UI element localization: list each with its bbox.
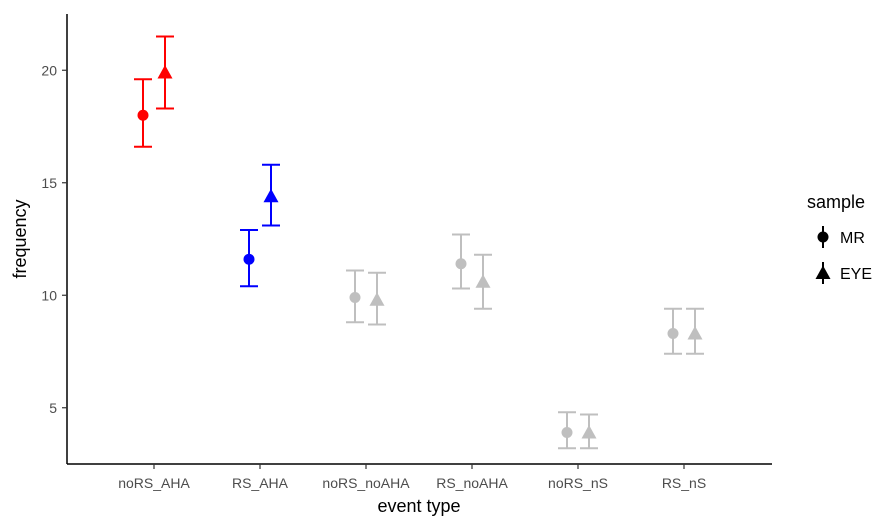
legend-title: sample xyxy=(807,192,865,212)
y-axis-label: frequency xyxy=(10,199,30,278)
mr-point xyxy=(455,258,467,270)
legend-item: EYE xyxy=(815,262,872,284)
x-tick-label: RS_AHA xyxy=(232,475,289,491)
eye-point xyxy=(475,274,491,288)
y-tick-label: 15 xyxy=(41,175,57,191)
mr-point xyxy=(137,109,149,121)
y-tick-label: 10 xyxy=(41,287,57,303)
eye-point xyxy=(581,425,597,439)
mr-point xyxy=(349,292,361,303)
legend-item: MR xyxy=(817,226,865,248)
eye-point xyxy=(369,292,385,306)
legend: sample MR EYE xyxy=(807,192,872,284)
y-ticks: 5 10 15 20 xyxy=(41,62,67,416)
x-ticks: noRS_AHA RS_AHA noRS_noAHA RS_noAHA noRS_nS R… xyxy=(118,464,706,491)
y-tick-label: 20 xyxy=(41,62,57,78)
legend-label: MR xyxy=(840,230,865,247)
x-tick-label: RS_nS xyxy=(662,475,706,491)
eye-point xyxy=(157,65,173,79)
legend-label: EYE xyxy=(840,266,872,283)
eye-point xyxy=(263,188,279,203)
mr-point xyxy=(667,328,679,339)
x-tick-label: noRS_noAHA xyxy=(322,475,410,491)
y-tick-label: 5 xyxy=(49,400,57,416)
x-axis-label: event type xyxy=(377,496,460,516)
x-tick-label: noRS_nS xyxy=(548,475,608,491)
data-marks xyxy=(134,35,704,450)
mr-point xyxy=(561,427,573,438)
x-tick-label: RS_noAHA xyxy=(436,475,508,491)
mr-point xyxy=(243,253,255,265)
legend-circle-icon xyxy=(817,231,829,243)
eye-point xyxy=(687,326,703,340)
legend-triangle-icon xyxy=(815,265,831,279)
x-tick-label: noRS_AHA xyxy=(118,475,190,491)
